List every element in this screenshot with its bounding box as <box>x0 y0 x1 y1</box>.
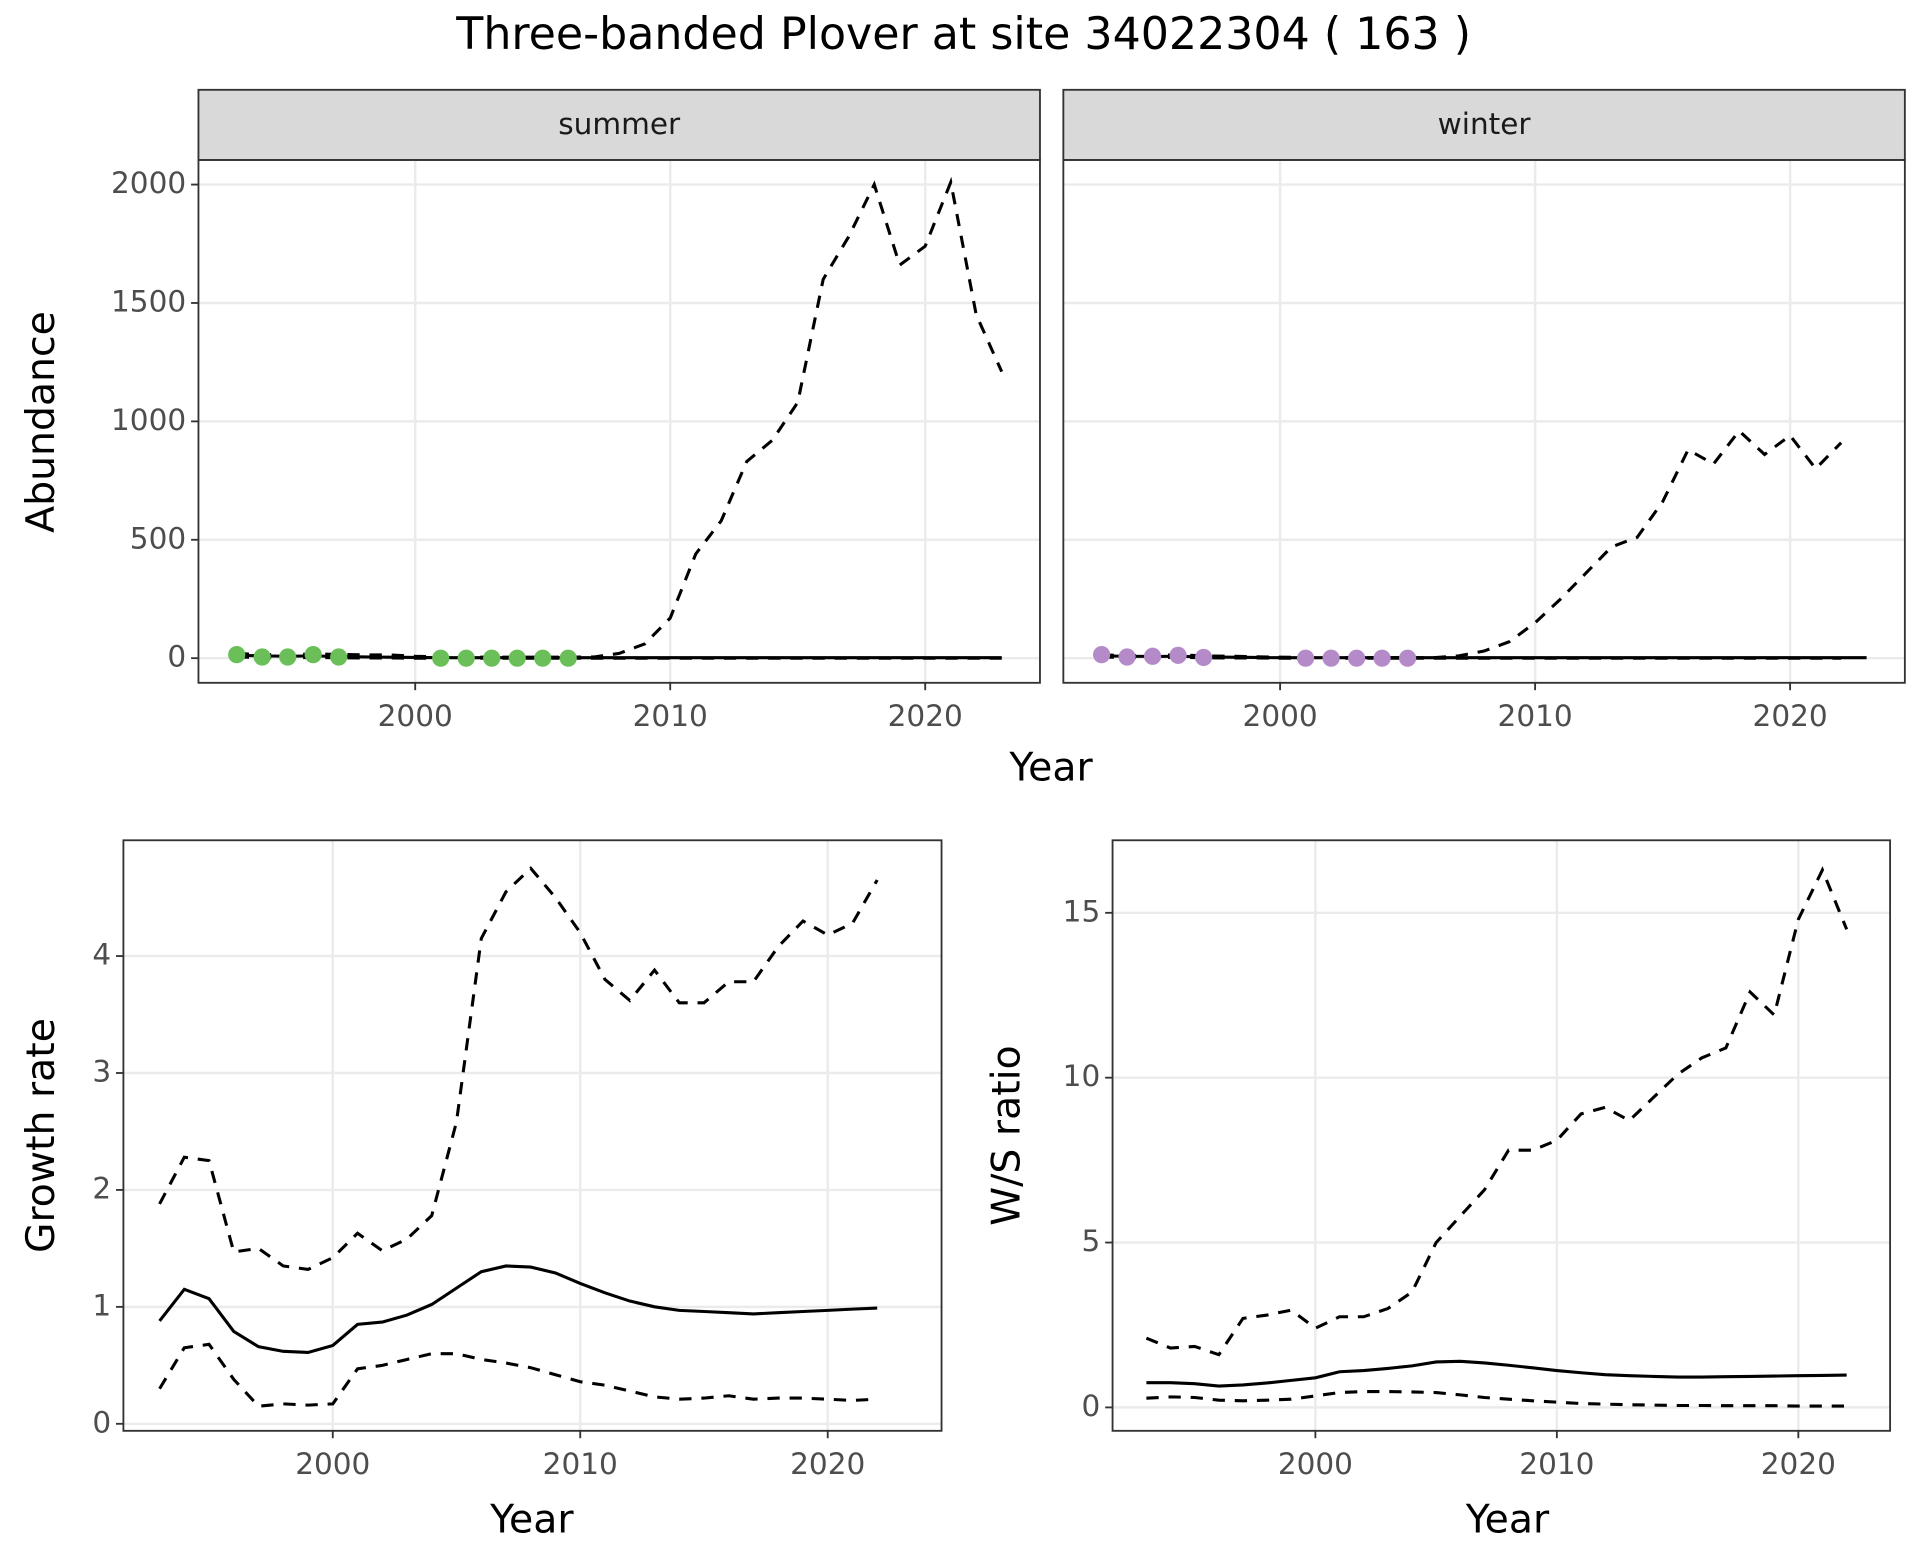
data-point <box>1322 649 1340 667</box>
x-tick-label: 2000 <box>1243 699 1318 733</box>
x-tick-label: 2000 <box>378 699 453 733</box>
interval-line <box>158 866 879 1271</box>
x-tick-label: 2020 <box>1753 699 1828 733</box>
interval-line <box>1146 1390 1847 1408</box>
x-axis-title: Year <box>489 1496 574 1542</box>
data-point <box>1092 646 1111 664</box>
y-tick-label: 500 <box>130 521 186 555</box>
y-tick-label: 0 <box>167 640 186 674</box>
x-tick-label: 2010 <box>1498 699 1573 733</box>
x-tick-label: 2000 <box>295 1447 370 1481</box>
data-point <box>457 649 475 667</box>
y-tick-label: 1500 <box>111 284 186 318</box>
data-point <box>432 649 450 667</box>
x-axis-title: Year <box>1008 745 1093 791</box>
interval-line <box>236 655 1002 660</box>
plot-area <box>158 866 879 1408</box>
x-tick-label: 2000 <box>1278 1447 1353 1481</box>
figure-title: Three-banded Plover at site 34022304 ( 1… <box>455 9 1471 60</box>
interval-line <box>158 1342 878 1408</box>
y-tick-label: 2000 <box>111 166 186 200</box>
plot-area <box>1145 866 1849 1408</box>
strip-label: summer <box>558 107 681 141</box>
interval-line <box>1145 866 1849 1357</box>
y-axis-title: W/S ratio <box>984 1045 1030 1225</box>
strip <box>1062 88 1906 161</box>
y-axis-title: Abundance <box>18 311 64 533</box>
strip-label: winter <box>1438 107 1532 141</box>
data-point <box>228 646 246 664</box>
y-tick-label: 1 <box>92 1288 111 1322</box>
x-tick-label: 2010 <box>543 1447 618 1481</box>
strip <box>197 88 1041 161</box>
y-tick-label: 4 <box>92 938 111 972</box>
data-point <box>1118 648 1136 666</box>
data-point <box>1169 646 1187 664</box>
x-axis-title: Year <box>1465 1496 1550 1542</box>
plot-area <box>228 176 1004 667</box>
data-point <box>1347 649 1366 667</box>
y-tick-label: 5 <box>1081 1224 1100 1258</box>
data-point <box>508 649 526 667</box>
mean-line <box>1146 1359 1847 1388</box>
data-point <box>1296 649 1315 667</box>
data-point <box>483 649 501 667</box>
panel-background <box>123 840 942 1431</box>
y-tick-label: 10 <box>1063 1059 1101 1093</box>
data-point <box>1373 649 1391 667</box>
x-tick-label: 2010 <box>633 699 708 733</box>
y-axis-title: Growth rate <box>18 1018 64 1253</box>
data-point <box>534 649 552 667</box>
x-tick-label: 2020 <box>888 699 963 733</box>
data-point <box>304 646 322 664</box>
data-point <box>330 648 348 666</box>
interval-line <box>1101 428 1843 660</box>
x-tick-label: 2020 <box>1761 1447 1836 1481</box>
panel-border <box>122 839 943 1432</box>
y-tick-label: 1000 <box>111 403 186 437</box>
y-tick-label: 2 <box>92 1171 111 1205</box>
data-point <box>279 648 297 666</box>
x-tick-label: 2010 <box>1519 1447 1594 1481</box>
data-point <box>559 649 577 667</box>
data-point <box>1194 648 1213 667</box>
y-tick-label: 0 <box>92 1405 111 1439</box>
y-tick-label: 3 <box>92 1054 111 1088</box>
y-tick-label: 15 <box>1063 894 1101 928</box>
panel-background <box>1112 840 1891 1431</box>
panel-border <box>1111 839 1892 1432</box>
data-point <box>1398 649 1417 667</box>
plot-area <box>1092 428 1867 667</box>
y-tick-label: 0 <box>1081 1389 1100 1423</box>
interval-line <box>236 176 1004 659</box>
mean-line <box>158 1264 878 1354</box>
data-point <box>1143 647 1162 665</box>
data-point <box>253 648 271 666</box>
x-tick-label: 2020 <box>790 1447 865 1481</box>
